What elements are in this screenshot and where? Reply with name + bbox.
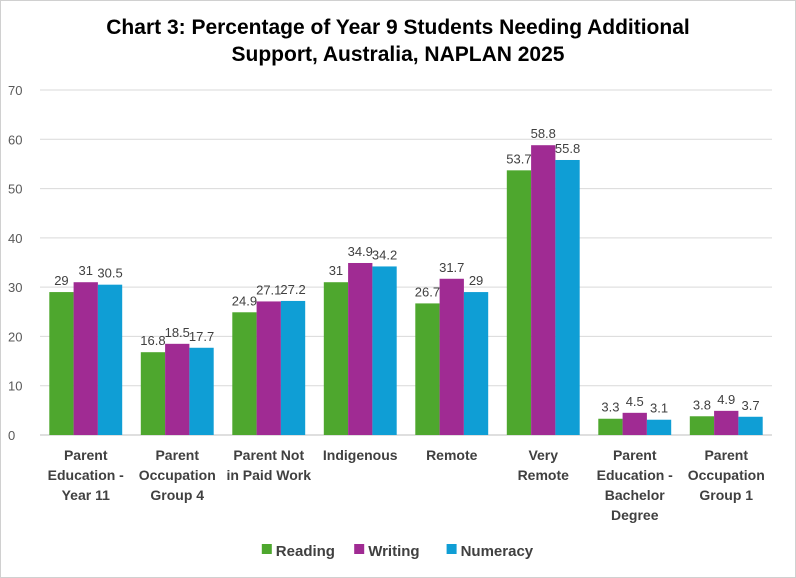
y-tick-label: 70 xyxy=(8,83,22,98)
x-tick-label: Parent xyxy=(613,447,657,463)
x-tick-label: Parent xyxy=(64,447,108,463)
bar-reading xyxy=(49,292,74,435)
data-label-numeracy: 29 xyxy=(469,273,483,288)
bar-writing xyxy=(73,282,98,435)
y-tick-label: 30 xyxy=(8,280,22,295)
data-label-numeracy: 3.7 xyxy=(742,398,760,413)
x-tick-label: Degree xyxy=(611,507,659,523)
bar-writing xyxy=(256,301,281,435)
x-tick-label: Occupation xyxy=(688,467,765,483)
data-label-numeracy: 30.5 xyxy=(97,266,122,281)
data-label-writing: 27.1 xyxy=(256,282,281,297)
bar-writing xyxy=(348,262,373,435)
data-label-reading: 3.8 xyxy=(693,397,711,412)
data-label-reading: 3.3 xyxy=(601,400,619,415)
data-labels: 29 31 30.5 16.818.517.7 24.927.127.2 31 34.934… xyxy=(54,126,759,416)
data-label-numeracy: 55.8 xyxy=(555,141,580,156)
data-label-writing: 58.8 xyxy=(531,126,556,141)
legend-label-reading: Reading xyxy=(276,543,335,560)
y-tick-label: 40 xyxy=(8,231,22,246)
x-tick-label: Group 4 xyxy=(150,487,204,503)
legend-label-numeracy: Numeracy xyxy=(461,543,534,560)
legend: Reading Writing Numeracy xyxy=(261,543,534,560)
chart-title-line-1: Chart 3: Percentage of Year 9 Students N… xyxy=(106,16,690,39)
x-tick-label: Remote xyxy=(518,467,570,483)
legend-label-writing: Writing xyxy=(368,543,419,560)
data-label-numeracy: 27.2 xyxy=(280,282,305,297)
bar-reading xyxy=(415,303,440,435)
bars xyxy=(49,145,763,436)
data-label-reading: 24.9 xyxy=(232,293,257,308)
x-axis: Parent Education - Year 11 Parent Occupation… xyxy=(48,447,765,523)
bar-reading xyxy=(232,312,257,435)
x-tick-label: Group 1 xyxy=(699,487,753,503)
bar-numeracy xyxy=(97,284,123,435)
bar-reading xyxy=(598,418,623,435)
bar-numeracy xyxy=(555,159,580,435)
bar-writing xyxy=(622,412,647,435)
legend-swatch-reading xyxy=(261,544,272,554)
y-axis: 0 10 20 30 40 50 60 70 xyxy=(8,83,22,443)
data-label-writing: 4.9 xyxy=(717,392,735,407)
data-label-reading: 53.7 xyxy=(506,151,531,166)
x-tick-label: Remote xyxy=(426,447,478,463)
data-label-reading: 26.7 xyxy=(415,284,440,299)
x-tick-label: Bachelor xyxy=(605,487,665,503)
bar-numeracy xyxy=(646,419,672,435)
x-tick-label: Parent xyxy=(704,447,748,463)
legend-swatch-numeracy xyxy=(446,544,457,554)
bar-reading xyxy=(323,282,349,435)
data-label-writing: 31 xyxy=(79,263,93,278)
data-label-writing: 18.5 xyxy=(165,325,190,340)
x-tick-label: Indigenous xyxy=(323,447,398,463)
data-label-numeracy: 17.7 xyxy=(189,329,214,344)
x-tick-label: Parent Not xyxy=(233,447,304,463)
x-tick-label: Very xyxy=(528,447,558,463)
y-tick-label: 20 xyxy=(8,329,22,344)
bar-reading xyxy=(506,170,532,436)
data-label-reading: 31 xyxy=(329,263,343,278)
bar-reading xyxy=(689,416,715,435)
chart-title: Chart 3: Percentage of Year 9 Students N… xyxy=(0,14,796,68)
x-tick-label: Parent xyxy=(155,447,199,463)
bar-writing xyxy=(165,343,190,435)
bar-numeracy xyxy=(738,416,763,435)
bar-numeracy xyxy=(463,292,489,435)
y-tick-label: 0 xyxy=(8,428,15,443)
data-label-reading: 29 xyxy=(54,273,68,288)
x-tick-label: Education - xyxy=(597,467,674,483)
x-tick-label: Education - xyxy=(48,467,125,483)
bar-reading xyxy=(140,352,166,435)
bar-writing xyxy=(531,145,556,435)
y-tick-label: 10 xyxy=(8,379,22,394)
bar-numeracy xyxy=(280,300,306,435)
bar-writing xyxy=(439,278,464,435)
data-label-writing: 31.7 xyxy=(439,260,464,275)
x-tick-label: Year 11 xyxy=(62,487,110,503)
legend-swatch-writing xyxy=(354,544,365,554)
data-label-writing: 4.5 xyxy=(626,394,644,409)
data-label-numeracy: 34.2 xyxy=(372,247,397,262)
x-tick-label: in Paid Work xyxy=(226,467,311,483)
data-label-reading: 16.8 xyxy=(140,333,165,348)
x-tick-label: Occupation xyxy=(139,467,216,483)
data-label-writing: 34.9 xyxy=(348,244,373,259)
y-tick-label: 50 xyxy=(8,182,22,197)
y-tick-label: 60 xyxy=(8,132,22,147)
data-label-numeracy: 3.1 xyxy=(650,401,668,416)
bar-numeracy xyxy=(189,347,214,435)
chart-title-line-2: Support, Australia, NAPLAN 2025 xyxy=(231,43,565,66)
bar-writing xyxy=(714,410,739,435)
bar-numeracy xyxy=(372,266,397,435)
